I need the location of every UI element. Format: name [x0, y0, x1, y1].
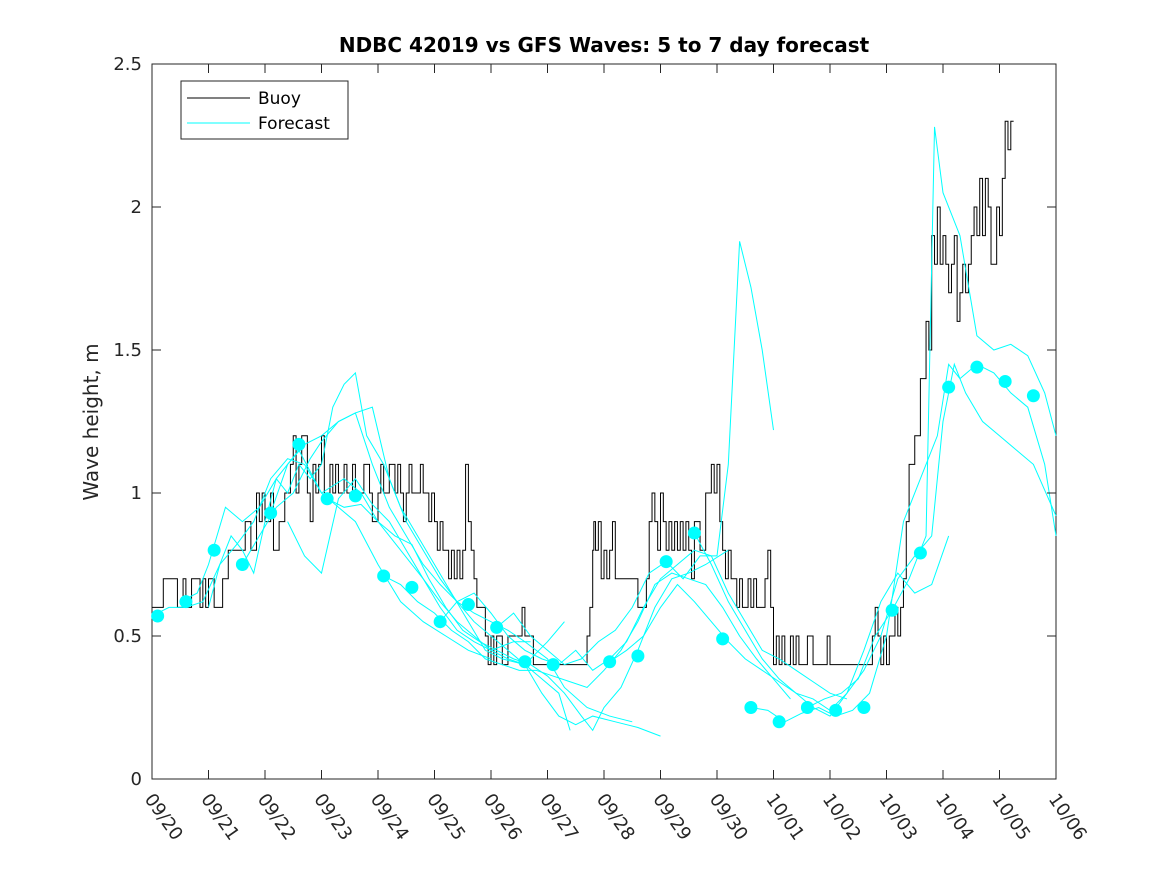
forecast-marker: [546, 658, 560, 672]
forecast-marker: [857, 701, 871, 714]
forecast-run-line: [496, 241, 774, 666]
forecast-run-line: [208, 371, 565, 666]
forecast-marker: [151, 609, 165, 623]
forecast-marker: [998, 374, 1012, 388]
forecast-series: [151, 126, 1057, 737]
chart-title: NDBC 42019 vs GFS Waves: 5 to 7 day fore…: [339, 33, 870, 57]
forecast-markers: [151, 360, 1040, 729]
y-tick-label: 0.5: [113, 626, 142, 647]
y-tick-label: 1: [131, 483, 142, 504]
forecast-marker: [461, 598, 475, 612]
forecast-marker: [744, 701, 758, 714]
legend-forecast-label: Forecast: [258, 114, 330, 134]
y-tick-label: 2: [131, 197, 142, 218]
forecast-marker: [687, 526, 701, 540]
plot-area: [151, 63, 1057, 780]
forecast-marker: [631, 649, 645, 663]
forecast-marker: [885, 603, 899, 617]
forecast-marker: [179, 595, 193, 609]
forecast-run-line: [439, 549, 848, 700]
forecast-marker: [716, 632, 730, 646]
forecast-marker: [829, 703, 843, 717]
forecast-marker: [235, 558, 249, 571]
legend: Buoy Forecast: [180, 80, 349, 140]
forecast-marker: [970, 360, 984, 374]
forecast-run-line: [693, 362, 1057, 717]
y-tick-label: 1.5: [113, 340, 142, 361]
y-tick-label: 2.5: [113, 54, 142, 75]
forecast-marker: [405, 580, 419, 594]
y-tick-label: 0: [131, 769, 142, 790]
forecast-marker: [800, 701, 814, 714]
legend-buoy-label: Buoy: [258, 89, 301, 109]
forecast-marker: [603, 655, 617, 669]
forecast-marker: [377, 569, 391, 583]
y-axis-ticks: 0 0.5 1 1.5 2 2.5: [113, 54, 1056, 790]
y-axis-label: Wave height, m: [79, 343, 103, 500]
forecast-marker: [1026, 389, 1040, 403]
forecast-marker: [772, 715, 786, 729]
forecast-marker: [264, 506, 278, 520]
forecast-marker: [490, 620, 504, 634]
forecast-marker: [292, 437, 306, 451]
forecast-run-line: [609, 535, 950, 712]
legend-box: [180, 80, 349, 140]
forecast-marker: [433, 615, 447, 629]
forecast-marker: [518, 655, 532, 669]
forecast-run-line: [383, 572, 791, 700]
forecast-marker: [659, 555, 673, 569]
forecast-marker: [348, 489, 362, 503]
forecast-marker: [942, 380, 956, 394]
forecast-run-line: [180, 449, 531, 651]
forecast-marker: [320, 492, 334, 506]
forecast-run-line: [807, 126, 1057, 708]
forecast-marker: [207, 543, 221, 557]
forecast-run-line: [151, 458, 492, 660]
forecast-marker: [913, 546, 927, 560]
